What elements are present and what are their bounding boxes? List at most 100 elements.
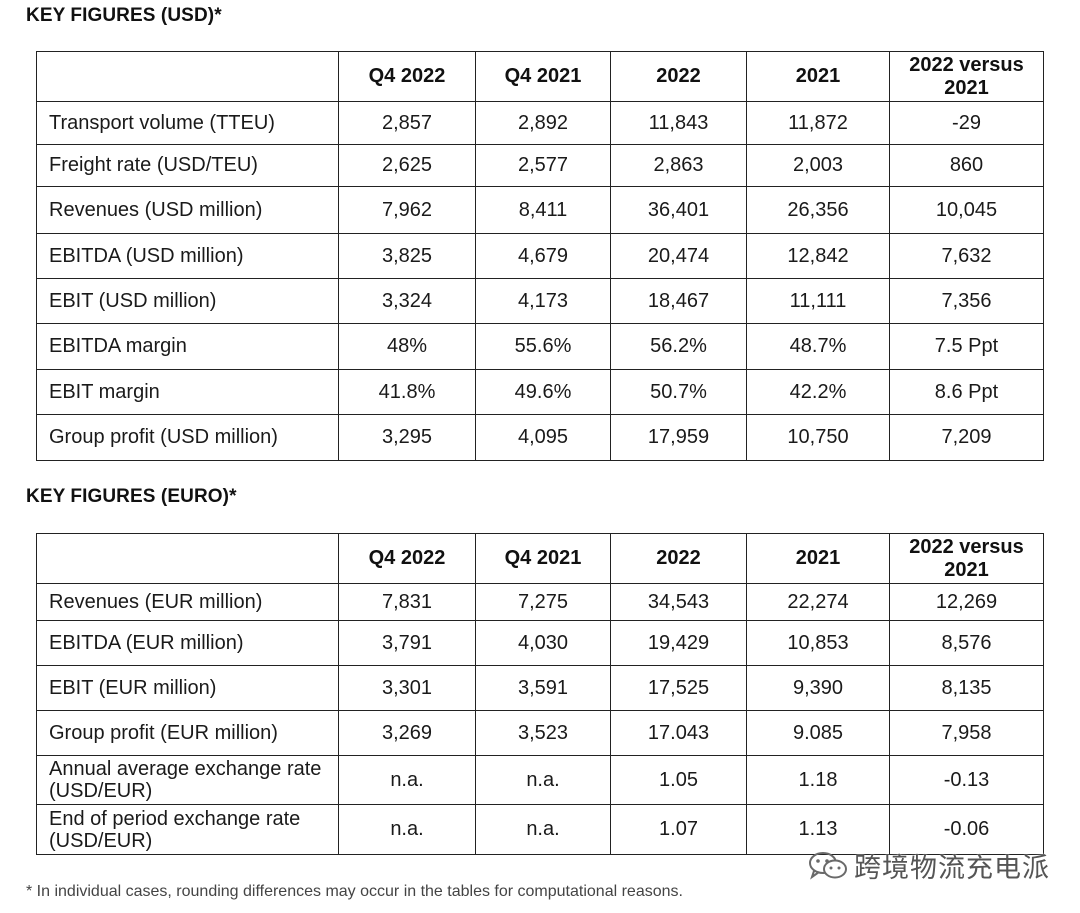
eur-key-figures-table: Q4 2022 Q4 2021 2022 2021 2022 versus 20… <box>36 533 1044 855</box>
table-row: EBITDA (USD million) 3,825 4,679 20,474 … <box>36 233 1044 279</box>
table-cell: 7,275 <box>475 583 611 621</box>
table-cell: 860 <box>889 144 1044 187</box>
header-cell-2021: 2021 <box>746 533 890 584</box>
table-row: Revenues (EUR million) 7,831 7,275 34,54… <box>36 583 1044 621</box>
table-row: Freight rate (USD/TEU) 2,625 2,577 2,863… <box>36 144 1044 187</box>
table-cell: 19,429 <box>610 620 747 666</box>
table-row: EBIT (EUR million) 3,301 3,591 17,525 9,… <box>36 665 1044 711</box>
row-label: EBIT (USD million) <box>36 278 339 324</box>
table-cell: 22,274 <box>746 583 890 621</box>
table-cell: 11,872 <box>746 101 890 145</box>
table-cell: 12,269 <box>889 583 1044 621</box>
table-cell: 3,269 <box>338 710 476 756</box>
header-cell-q4-2021: Q4 2021 <box>475 51 611 102</box>
row-label: Group profit (USD million) <box>36 414 339 461</box>
watermark-text: 跨境物流充电派 <box>854 853 1050 884</box>
table-cell: 20,474 <box>610 233 747 279</box>
table-cell: 4,030 <box>475 620 611 666</box>
table-header-row: Q4 2022 Q4 2021 2022 2021 2022 versus 20… <box>36 51 1044 102</box>
table-cell: 4,679 <box>475 233 611 279</box>
table-cell: 18,467 <box>610 278 747 324</box>
table-cell: 4,095 <box>475 414 611 461</box>
table-cell: 9.085 <box>746 710 890 756</box>
table-row: End of period exchange rate (USD/EUR) n.… <box>36 804 1044 855</box>
row-label: EBIT (EUR million) <box>36 665 339 711</box>
table-cell: 4,173 <box>475 278 611 324</box>
wechat-icon <box>809 851 847 880</box>
table-cell: 2,863 <box>610 144 747 187</box>
table-cell: 7,632 <box>889 233 1044 279</box>
table-cell: 26,356 <box>746 186 890 234</box>
table-cell: 7,831 <box>338 583 476 621</box>
table-cell: 1.13 <box>746 804 890 855</box>
header-cell-change: 2022 versus 2021 <box>889 533 1044 584</box>
table-cell: 48% <box>338 323 476 370</box>
table-cell: 36,401 <box>610 186 747 234</box>
table-cell: 7,356 <box>889 278 1044 324</box>
table-cell: -0.06 <box>889 804 1044 855</box>
table-cell: 3,301 <box>338 665 476 711</box>
table-header-row: Q4 2022 Q4 2021 2022 2021 2022 versus 20… <box>36 533 1044 584</box>
table-cell: 42.2% <box>746 369 890 415</box>
table-cell: 48.7% <box>746 323 890 370</box>
table-cell: 3,324 <box>338 278 476 324</box>
table-cell: 8,576 <box>889 620 1044 666</box>
table-cell: 2,577 <box>475 144 611 187</box>
table-cell: 50.7% <box>610 369 747 415</box>
table-cell: 11,843 <box>610 101 747 145</box>
header-cell-q4-2021: Q4 2021 <box>475 533 611 584</box>
table-cell: 11,111 <box>746 278 890 324</box>
watermark: 跨境物流充电派 <box>808 846 1050 885</box>
table-row: Transport volume (TTEU) 2,857 2,892 11,8… <box>36 101 1044 145</box>
table-cell: 49.6% <box>475 369 611 415</box>
table-cell: 3,523 <box>475 710 611 756</box>
table-cell: 8,135 <box>889 665 1044 711</box>
table-cell: 7.5 Ppt <box>889 323 1044 370</box>
table-cell: n.a. <box>475 804 611 855</box>
table-cell: 34,543 <box>610 583 747 621</box>
table-row: Group profit (USD million) 3,295 4,095 1… <box>36 414 1044 461</box>
header-cell-2021: 2021 <box>746 51 890 102</box>
table-cell: -0.13 <box>889 755 1044 805</box>
header-cell-empty <box>36 533 339 584</box>
footnote: * In individual cases, rounding differen… <box>26 883 683 900</box>
table-cell: 3,825 <box>338 233 476 279</box>
eur-section-title: KEY FIGURES (EURO)* <box>26 486 237 507</box>
row-label: Revenues (USD million) <box>36 186 339 234</box>
header-cell-change: 2022 versus 2021 <box>889 51 1044 102</box>
table-cell: n.a. <box>475 755 611 805</box>
table-cell: 10,853 <box>746 620 890 666</box>
table-cell: 7,958 <box>889 710 1044 756</box>
table-cell: 9,390 <box>746 665 890 711</box>
table-cell: 1.05 <box>610 755 747 805</box>
table-cell: 3,591 <box>475 665 611 711</box>
table-cell: 10,045 <box>889 186 1044 234</box>
row-label: Revenues (EUR million) <box>36 583 339 621</box>
row-label: Transport volume (TTEU) <box>36 101 339 145</box>
table-cell: 41.8% <box>338 369 476 415</box>
table-cell: 1.18 <box>746 755 890 805</box>
row-label: Annual average exchange rate (USD/EUR) <box>36 755 339 805</box>
table-row: EBIT (USD million) 3,324 4,173 18,467 11… <box>36 278 1044 324</box>
table-cell: 56.2% <box>610 323 747 370</box>
row-label: EBITDA (EUR million) <box>36 620 339 666</box>
row-label: Group profit (EUR million) <box>36 710 339 756</box>
table-cell: 55.6% <box>475 323 611 370</box>
header-cell-empty <box>36 51 339 102</box>
table-cell: 17,525 <box>610 665 747 711</box>
header-cell-2022: 2022 <box>610 51 747 102</box>
table-cell: 8.6 Ppt <box>889 369 1044 415</box>
table-cell: 2,892 <box>475 101 611 145</box>
header-cell-q4-2022: Q4 2022 <box>338 533 476 584</box>
table-row: Revenues (USD million) 7,962 8,411 36,40… <box>36 186 1044 234</box>
table-cell: n.a. <box>338 755 476 805</box>
table-row: Annual average exchange rate (USD/EUR) n… <box>36 755 1044 805</box>
table-cell: 3,791 <box>338 620 476 666</box>
row-label: Freight rate (USD/TEU) <box>36 144 339 187</box>
table-row: EBIT margin 41.8% 49.6% 50.7% 42.2% 8.6 … <box>36 369 1044 415</box>
table-cell: 12,842 <box>746 233 890 279</box>
row-label: EBITDA (USD million) <box>36 233 339 279</box>
table-cell: 10,750 <box>746 414 890 461</box>
table-cell: -29 <box>889 101 1044 145</box>
table-cell: 2,003 <box>746 144 890 187</box>
